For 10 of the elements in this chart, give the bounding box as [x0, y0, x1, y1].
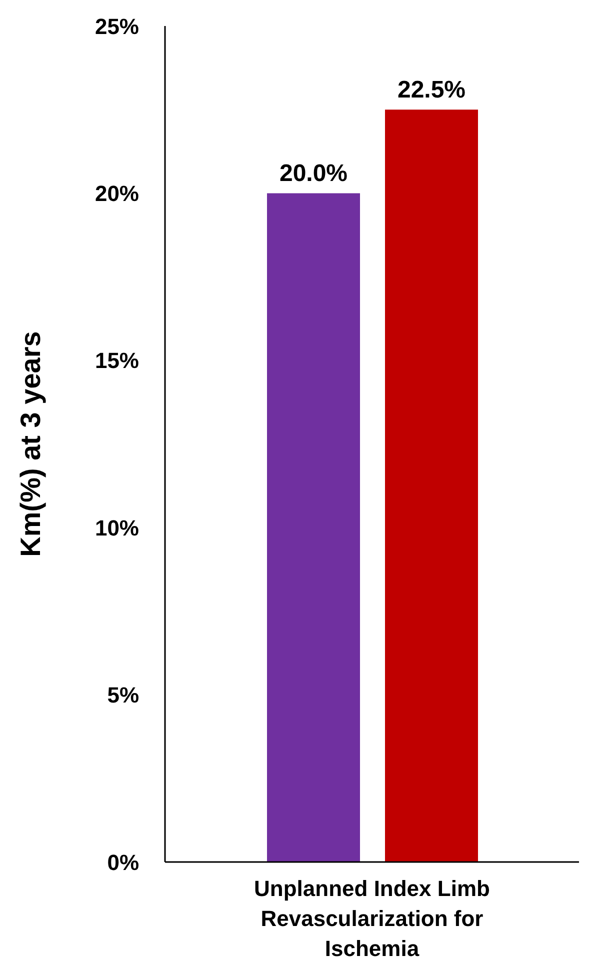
- y-tick-label: 25%: [94, 14, 139, 39]
- y-tick-label: 10%: [94, 515, 139, 540]
- y-tick-label: 0%: [107, 850, 139, 875]
- data-label: 22.5%: [397, 76, 466, 104]
- y-tick-label: 5%: [107, 682, 139, 708]
- y-axis-title: Km(%) at 3 years: [14, 331, 46, 557]
- x-tick-label: Unplanned Index Limb Revascularization for Ischemia: [254, 876, 490, 961]
- y-tick-label: 20%: [94, 181, 139, 206]
- data-label: 20.0%: [279, 160, 348, 188]
- y-tick-label: 15%: [94, 348, 139, 374]
